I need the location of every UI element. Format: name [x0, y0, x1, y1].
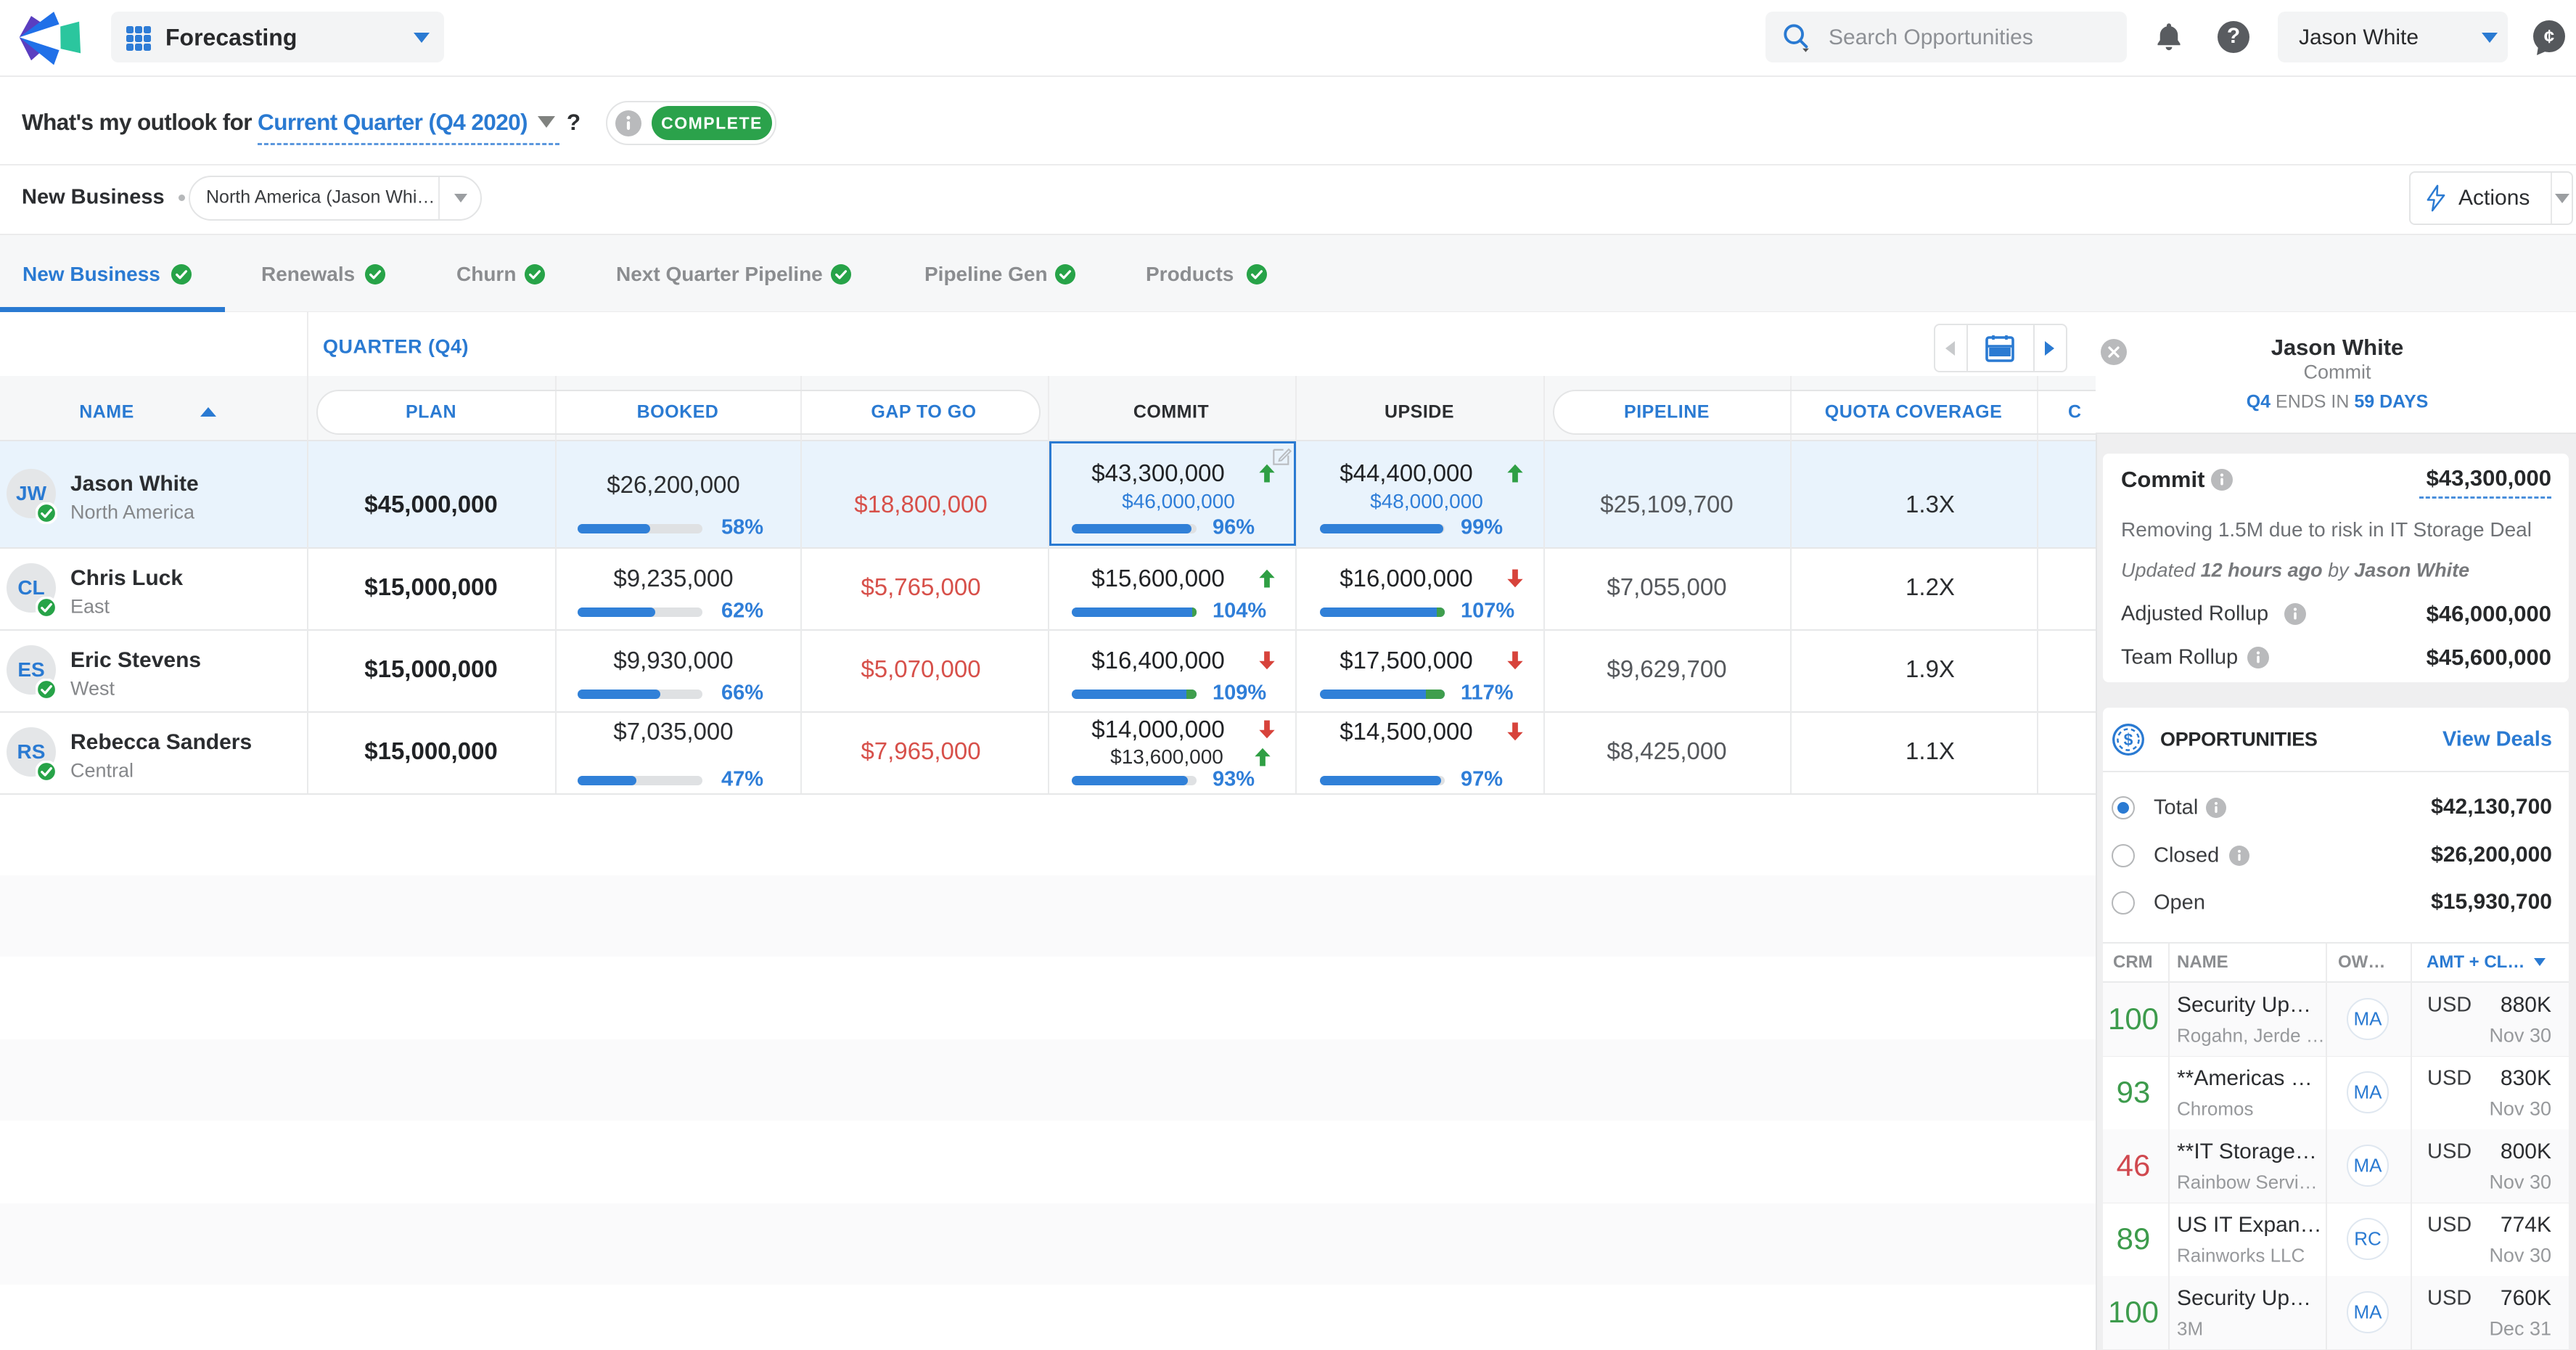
svg-text:¢: ¢	[2544, 25, 2554, 47]
svg-text:$: $	[2124, 730, 2133, 749]
